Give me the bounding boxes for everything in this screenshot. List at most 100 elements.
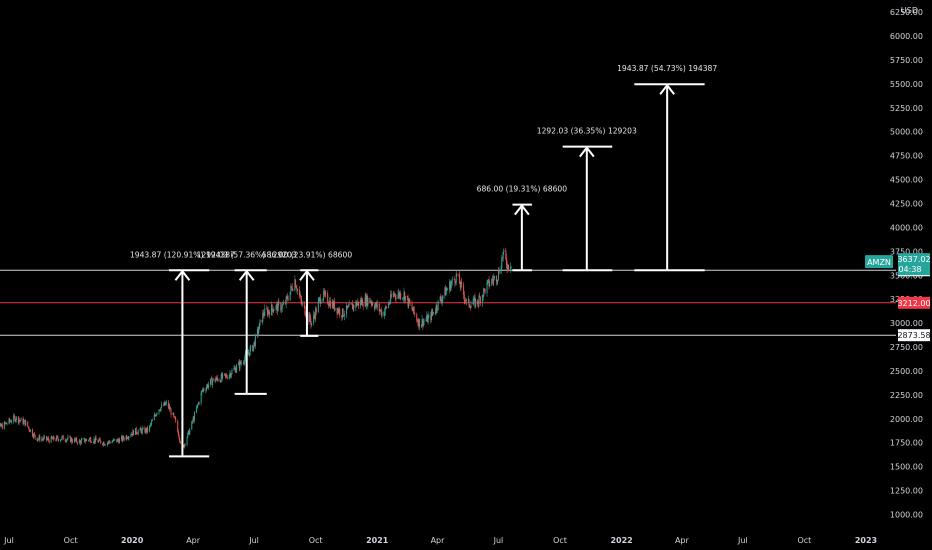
candle-body	[276, 303, 278, 312]
candle-body	[225, 375, 227, 377]
candle-body	[240, 363, 242, 364]
candle-body	[46, 439, 48, 441]
candle-body	[460, 281, 462, 288]
candle-body	[94, 437, 96, 443]
candle-body	[403, 292, 405, 298]
candle-body	[57, 436, 59, 440]
candle-body	[239, 361, 241, 369]
candle-body	[3, 422, 5, 429]
candle-body	[257, 329, 259, 334]
candle-body	[15, 416, 17, 421]
x-tick-label: Oct	[64, 536, 78, 545]
candle-body	[52, 436, 54, 440]
candle-body	[195, 407, 197, 413]
candle-body	[339, 309, 341, 316]
candle-body	[501, 258, 503, 268]
candle-body	[98, 440, 100, 443]
candle-body	[11, 421, 13, 423]
candle-body	[151, 421, 153, 424]
x-tick-label: Apr	[675, 536, 690, 545]
y-tick-label: 6250.00	[890, 8, 923, 17]
candle-body	[502, 252, 504, 259]
candle-body	[48, 438, 50, 441]
candle-body	[53, 436, 55, 440]
candle-body	[99, 438, 101, 441]
candle-body	[127, 438, 129, 440]
candle-body	[205, 390, 207, 391]
candle-body	[220, 374, 222, 383]
candle-body	[450, 284, 452, 291]
y-tick-label: 6000.00	[890, 32, 923, 41]
y-tick-label: 2250.00	[890, 391, 923, 400]
candle-body	[6, 423, 8, 425]
candle-body	[29, 430, 31, 432]
candle-body	[62, 435, 64, 440]
candle-body	[1, 424, 3, 427]
candle-body	[179, 438, 181, 442]
y-tick-label: 4750.00	[890, 152, 923, 161]
candle-body	[27, 426, 29, 428]
candle-body	[147, 427, 149, 432]
candle-body	[477, 299, 479, 305]
candle-body	[418, 318, 420, 326]
candle-body	[417, 321, 419, 326]
candle-body	[67, 436, 69, 439]
candle-body	[198, 402, 200, 404]
candle-body	[441, 300, 443, 302]
candle-body	[398, 292, 400, 295]
candle-body	[125, 436, 127, 440]
candle-body	[347, 306, 349, 308]
candle-body	[28, 427, 30, 431]
candle-body	[338, 309, 340, 313]
candle-body	[56, 436, 58, 441]
candle-body	[309, 314, 311, 322]
level-price-tag	[898, 296, 930, 309]
candle-body	[219, 380, 221, 382]
last-price-tag	[898, 253, 930, 276]
candle-body	[488, 279, 490, 287]
candle-body	[167, 401, 169, 408]
candle-body	[121, 436, 123, 441]
candle-body	[45, 436, 47, 440]
candle-body	[362, 305, 364, 307]
candle-body	[80, 441, 82, 444]
candle-body	[230, 373, 232, 377]
candle-body	[414, 312, 416, 315]
candle-body	[278, 301, 280, 304]
candle-body	[69, 436, 71, 438]
candle-body	[406, 295, 408, 298]
candle-body	[15, 420, 17, 422]
candle-body	[308, 312, 310, 322]
candle-body	[276, 303, 278, 306]
candle-body	[215, 379, 217, 382]
candle-body	[277, 301, 279, 312]
candle-body	[23, 420, 25, 421]
candle-body	[252, 345, 254, 351]
candle-body	[33, 433, 35, 438]
candle-body	[355, 301, 357, 308]
candle-body	[177, 420, 179, 431]
candle-body	[37, 439, 39, 441]
candle-body	[112, 441, 114, 443]
candle-body	[243, 362, 245, 364]
candle-body	[305, 314, 307, 317]
candle-body	[254, 335, 256, 346]
candle-body	[310, 320, 312, 325]
candle-body	[493, 277, 495, 282]
candle-body	[5, 422, 7, 424]
candle-body	[509, 266, 511, 270]
candle-body	[175, 418, 177, 421]
measure-label: 1943.87 (120.91%) 194387	[130, 250, 235, 259]
candle-body	[315, 308, 317, 319]
candle-body	[71, 438, 73, 442]
candle-body	[210, 378, 212, 379]
candle-body	[256, 329, 258, 336]
candle-body	[133, 430, 135, 436]
candle-body	[465, 300, 467, 302]
candle-body	[356, 303, 358, 306]
candle-body	[201, 390, 203, 393]
candle-body	[299, 295, 301, 297]
candle-body	[70, 436, 72, 443]
